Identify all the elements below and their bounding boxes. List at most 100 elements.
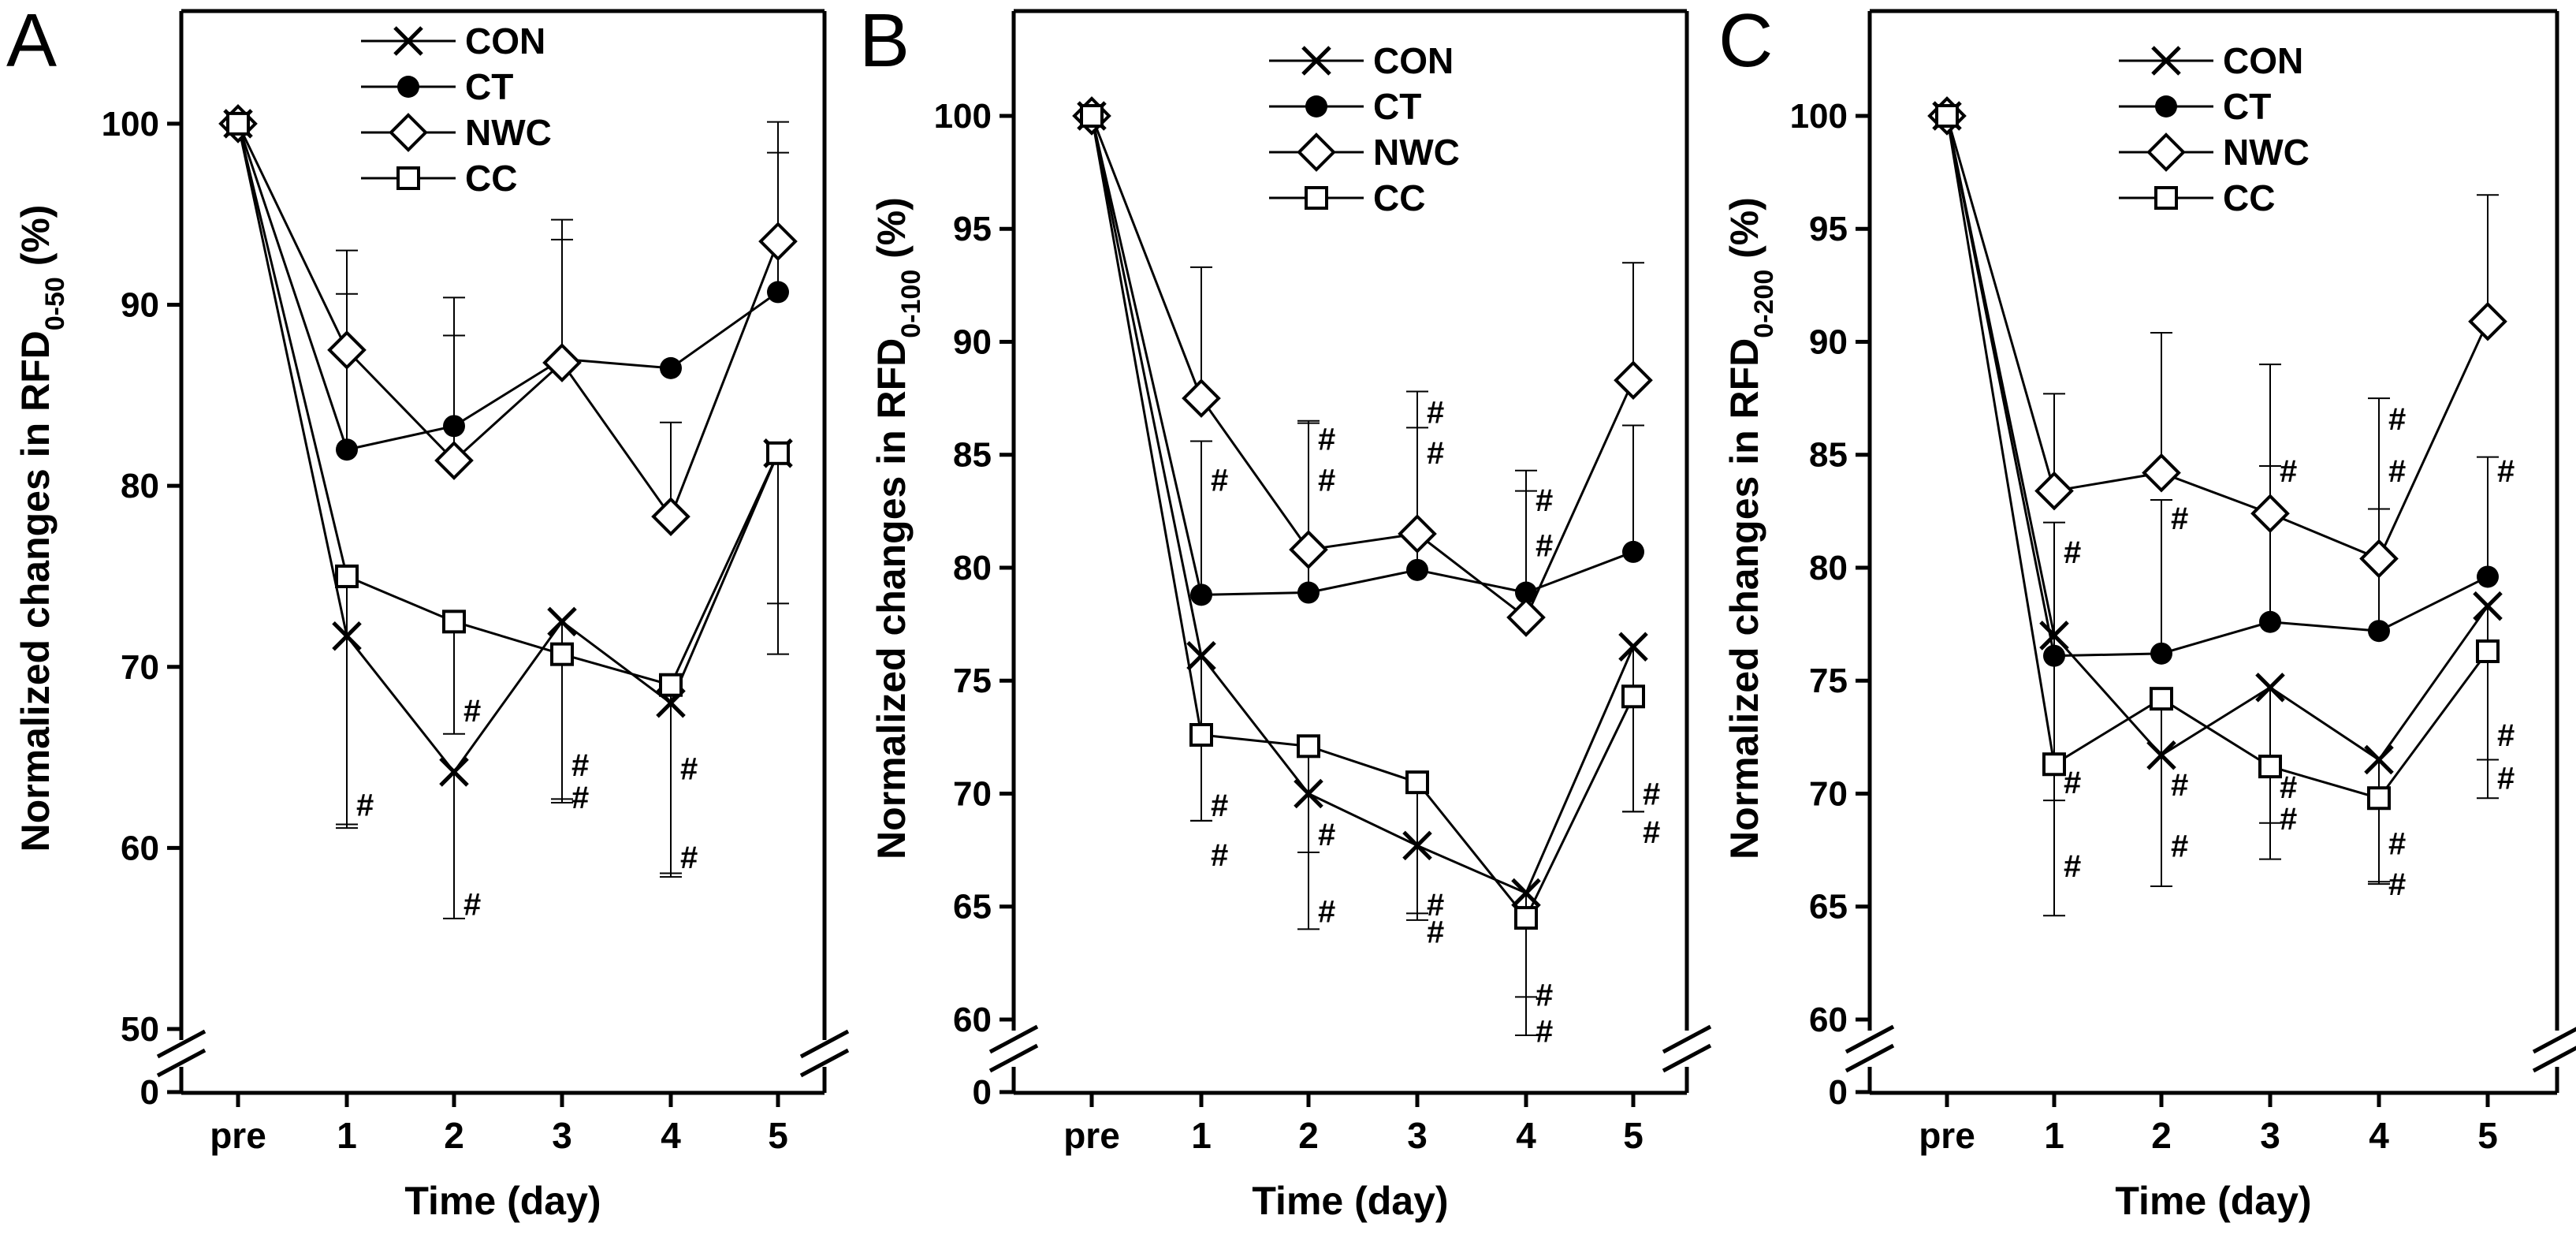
significance-marker: #: [1536, 978, 1553, 1012]
x-axis-label: Time (day): [404, 1179, 601, 1223]
axis-break-mark: [988, 1043, 1039, 1073]
significance-marker: #: [463, 694, 481, 729]
legend-label-NWC: NWC: [2223, 132, 2310, 173]
y-tick-label: 70: [1809, 774, 1848, 813]
legend-marker-CON-stroke-b: [1301, 46, 1331, 76]
point-CT-4: [660, 356, 682, 379]
point-CT-5: [767, 281, 789, 304]
point-NWC-1: [1182, 378, 1221, 418]
significance-marker: #: [2388, 402, 2406, 437]
significance-marker: #: [2388, 867, 2406, 902]
significance-marker: #: [2388, 454, 2406, 489]
significance-marker: #: [463, 888, 481, 923]
point-NWC-5: [2468, 301, 2507, 341]
legend-marker-CT: [1305, 95, 1327, 117]
axis-break-mark: [2532, 1046, 2576, 1073]
y-axis-label: Normalized changes in RFD0-50 (%): [13, 205, 70, 852]
point-CC-5: [2476, 639, 2500, 663]
point-NWC-1: [2034, 471, 2074, 511]
significance-marker: #: [2064, 849, 2081, 884]
significance-marker: #: [1318, 894, 1335, 929]
x-tick-label: 2: [1298, 1115, 1319, 1156]
point-NWC-3: [2250, 494, 2290, 534]
y-tick-label: 90: [953, 322, 992, 361]
significance-marker: #: [2171, 829, 2188, 863]
y-tick-label: 60: [953, 1001, 992, 1039]
series-line-CON: [236, 123, 780, 774]
point-CC-1: [335, 564, 359, 588]
y-tick-label: 70: [121, 648, 159, 687]
y-tick-label: 90: [1809, 322, 1848, 361]
x-tick-label: 1: [2044, 1115, 2064, 1156]
significance-marker: #: [2388, 827, 2406, 862]
point-CT-1: [1190, 583, 1212, 606]
x-axis-label: Time (day): [1252, 1179, 1448, 1223]
y-tick-label: 60: [121, 829, 159, 867]
axis-break-mark: [156, 1029, 207, 1059]
legend-label-CC: CC: [1373, 177, 1425, 218]
panel-letter: C: [1718, 0, 1773, 83]
y-axis-label-suffix: (%): [13, 205, 58, 278]
point-CT-4: [1515, 581, 1537, 604]
significance-marker: #: [1643, 777, 1660, 811]
point-CON-5-stroke-b: [2473, 591, 2503, 621]
axis-break-mark: [156, 1048, 207, 1078]
panel-c: 60 65 70 75 80 85 90 95 100 0 pre 1 2 3 4 5 Time (day) No…: [1718, 0, 2576, 1223]
legend-label-CON: CON: [465, 21, 545, 62]
series-line-CC: [1090, 115, 1635, 920]
point-CT-2: [1297, 581, 1320, 604]
series-line-NWC: [236, 123, 780, 520]
point-CT-3: [1406, 558, 1428, 581]
significance-marker: #: [1427, 395, 1444, 430]
x-tick-label: 4: [1516, 1115, 1536, 1156]
significance-marker: #: [2280, 454, 2297, 489]
x-tick-label: 2: [444, 1115, 464, 1156]
y-tick-label: 80: [953, 549, 992, 587]
point-CT-4: [2368, 620, 2390, 643]
point-CON-4-stroke-b: [2364, 744, 2394, 775]
point-CC-5: [1621, 684, 1645, 709]
y-tick-label: 75: [953, 662, 992, 700]
significance-marker: #: [2171, 501, 2188, 536]
point-CON-2-stroke-b: [439, 757, 469, 787]
y-axis-label: Normalized changes in RFD0-200 (%): [1722, 197, 1779, 859]
axis-break-mark: [799, 1029, 850, 1059]
significance-marker: #: [2497, 454, 2515, 489]
y-axis-label-main: Normalized changes in RFD: [1722, 338, 1766, 859]
point-NWC-2: [2142, 453, 2181, 493]
significance-marker: #: [1318, 423, 1335, 457]
point-NWC-2: [434, 441, 474, 480]
series-line-CT: [1090, 115, 1634, 596]
significance-marker: #: [2497, 761, 2515, 796]
point-CC-3: [2258, 755, 2282, 779]
legend-marker-CC: [396, 166, 420, 190]
point-NWC-4: [651, 497, 691, 536]
significance-marker: #: [1318, 818, 1335, 852]
axis-break-mark: [1845, 1024, 1895, 1054]
legend-label-NWC: NWC: [465, 112, 552, 153]
point-CON-3-stroke-b: [2255, 673, 2285, 703]
y-tick-label: 0: [1829, 1073, 1848, 1112]
x-axis-label: Time (day): [2115, 1179, 2311, 1223]
point-NWC-1: [327, 330, 367, 370]
point-NWC-4: [2359, 539, 2399, 579]
significance-marker: #: [2064, 766, 2081, 800]
point-CON-1-stroke-b: [1186, 640, 1216, 671]
legend-label-CT: CT: [465, 66, 513, 107]
point-CC-3: [550, 642, 574, 666]
axis-break-mark: [988, 1024, 1039, 1054]
y-axis-label: Normalized changes in RFD0-100 (%): [869, 197, 926, 859]
significance-marker: #: [356, 788, 374, 822]
axis-break-mark: [799, 1048, 850, 1078]
point-CT-1: [336, 438, 358, 461]
point-CT-1: [2043, 644, 2065, 667]
legend-label-CT: CT: [1373, 86, 1421, 127]
y-axis-label-subscript: 0-50: [40, 277, 70, 330]
legend-label-CON: CON: [2223, 40, 2303, 81]
point-CC-5: [766, 441, 790, 465]
significance-marker: #: [680, 841, 698, 875]
x-tick-label: 5: [1623, 1115, 1644, 1156]
axis-break-mark: [2532, 1027, 2576, 1054]
significance-marker: #: [1536, 528, 1553, 563]
point-NWC-5: [758, 222, 798, 261]
